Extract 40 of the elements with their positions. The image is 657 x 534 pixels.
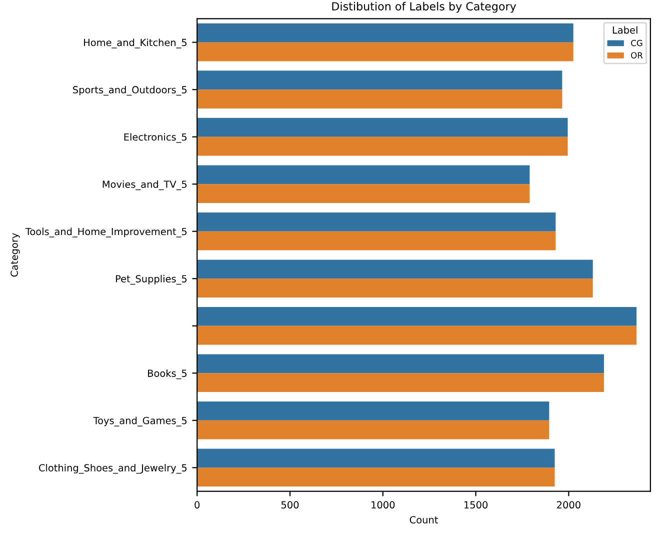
bar	[197, 354, 604, 374]
bar	[197, 373, 604, 392]
legend-label: CG	[631, 40, 642, 46]
bar	[197, 23, 574, 42]
y-tick-label: Movies_and_TV_5	[102, 180, 187, 190]
y-tick-label: Clothing_Shoes_and_Jewelry_5	[38, 464, 187, 474]
bar	[197, 260, 593, 279]
bar	[197, 70, 562, 90]
x-tick-label: 500	[281, 501, 299, 509]
x-tick-label: 0	[194, 501, 200, 509]
y-tick-label: Pet_Supplies_5	[116, 274, 187, 285]
bar	[197, 136, 568, 156]
chart-title: Distibution of Labels by Category	[332, 2, 516, 13]
bar	[197, 184, 530, 203]
x-tick-label: 1000	[372, 501, 395, 509]
legend-title: Label	[612, 26, 638, 34]
bar	[197, 468, 555, 487]
y-tick-label: Toys_and_Games_5	[93, 416, 187, 426]
x-tick-label: 2000	[557, 501, 580, 509]
x-tick-label: 1500	[464, 501, 488, 509]
bar	[197, 420, 550, 440]
bar	[197, 90, 562, 108]
bar	[197, 278, 593, 298]
bar	[197, 306, 636, 326]
y-tick-label: Home_and_Kitchen_5	[84, 38, 187, 48]
legend-label: OR	[631, 52, 643, 58]
y-tick-label: Electronics_5	[124, 133, 187, 143]
bar	[197, 118, 568, 137]
bar	[197, 401, 550, 420]
y-tick-label: Tools_and_Home_Improvement_5	[25, 228, 187, 238]
bar	[197, 326, 636, 345]
bar	[197, 231, 556, 250]
bar	[197, 42, 574, 62]
y-tick-label: Books_5	[148, 369, 187, 380]
y-axis-title: Category	[10, 233, 20, 277]
bar	[197, 212, 556, 232]
bar	[197, 448, 555, 468]
x-axis-title: Count	[410, 516, 438, 524]
bar	[197, 165, 530, 184]
y-tick-label: Sports_and_Outdoors_5	[73, 86, 187, 96]
